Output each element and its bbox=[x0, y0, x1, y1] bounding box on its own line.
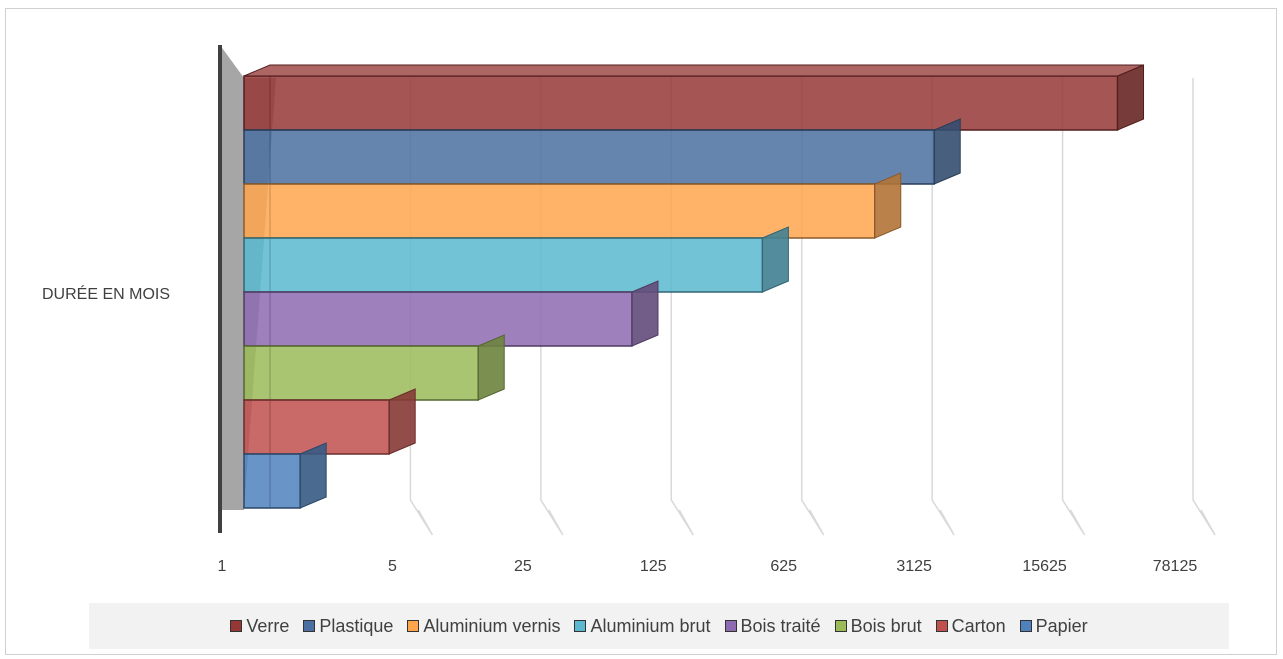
legend-label: Bois brut bbox=[850, 615, 922, 636]
bar-side bbox=[631, 280, 659, 347]
legend-label: Aluminium vernis bbox=[423, 615, 561, 636]
legend-label: Aluminium brut bbox=[590, 615, 711, 636]
bar-side bbox=[761, 226, 789, 293]
x-tick-label: 3125 bbox=[896, 558, 932, 575]
bar-aluminium-brut bbox=[243, 226, 789, 293]
legend-label: Papier bbox=[1035, 615, 1088, 636]
legend-item: Papier bbox=[1019, 615, 1088, 637]
bar-carton bbox=[243, 388, 416, 455]
bar-top bbox=[243, 64, 1144, 77]
bar-front bbox=[243, 183, 876, 239]
bar-side bbox=[933, 118, 961, 185]
bar-front bbox=[243, 129, 935, 185]
x-tick-label: 78125 bbox=[1153, 558, 1198, 575]
bar-front bbox=[243, 75, 1119, 131]
legend-item: Carton bbox=[935, 615, 1006, 637]
category-label: DURÉE EN MOIS bbox=[42, 284, 170, 303]
bar-aluminium-vernis bbox=[243, 172, 902, 239]
gridline bbox=[931, 78, 955, 536]
legend-swatch bbox=[407, 620, 420, 632]
x-tick-label: 625 bbox=[770, 558, 797, 575]
x-tick-label: 5 bbox=[388, 558, 397, 575]
bar-side bbox=[388, 388, 416, 455]
bar-front bbox=[243, 237, 764, 293]
legend-label: Verre bbox=[246, 615, 290, 636]
legend-swatch bbox=[724, 620, 737, 632]
legend-swatch bbox=[230, 620, 243, 632]
legend: Verre Plastique Aluminium vernis Aluminium … bbox=[89, 603, 1229, 649]
x-tick-labels: 1 5 25 125 625 3125 15625 78125 bbox=[218, 558, 1198, 575]
bar-papier bbox=[243, 442, 327, 509]
bar-chart: DURÉE EN MOIS 1 5 25 125 625 3125 15625 78125 bbox=[42, 45, 1216, 575]
x-tick-label: 1 bbox=[218, 558, 227, 575]
x-tick-label: 25 bbox=[514, 558, 532, 575]
bar-side bbox=[299, 442, 327, 509]
legend-swatch bbox=[834, 620, 847, 632]
legend-swatch bbox=[1019, 620, 1032, 632]
legend-label: Plastique bbox=[319, 615, 394, 636]
bar-bois-traité bbox=[243, 280, 659, 347]
legend-swatch bbox=[935, 620, 948, 632]
bars bbox=[243, 64, 1145, 509]
bar-front bbox=[243, 345, 479, 401]
bar-verre bbox=[243, 64, 1145, 131]
bar-front bbox=[243, 291, 633, 347]
bar-front bbox=[243, 453, 301, 509]
legend-swatch bbox=[574, 620, 587, 632]
legend-label: Carton bbox=[951, 615, 1006, 636]
bar-side bbox=[874, 172, 902, 239]
gridline bbox=[800, 78, 825, 536]
legend-item: Aluminium brut bbox=[574, 615, 711, 637]
gridline bbox=[1061, 78, 1086, 536]
legend-item: Verre bbox=[230, 616, 289, 637]
bar-front bbox=[243, 399, 390, 455]
legend-item: Bois traité bbox=[724, 615, 821, 637]
legend-item: Bois brut bbox=[834, 615, 922, 637]
gridline bbox=[1192, 78, 1216, 536]
x-tick-label: 15625 bbox=[1022, 558, 1067, 575]
legend-swatch bbox=[303, 620, 316, 632]
x-tick-label: 125 bbox=[640, 558, 667, 575]
legend-label: Bois traité bbox=[740, 615, 821, 636]
bar-plastique bbox=[243, 118, 961, 185]
bar-side bbox=[477, 334, 505, 401]
chart-frame bbox=[5, 8, 1277, 655]
legend-item: Plastique bbox=[303, 616, 393, 637]
legend-item: Aluminium vernis bbox=[407, 616, 560, 637]
